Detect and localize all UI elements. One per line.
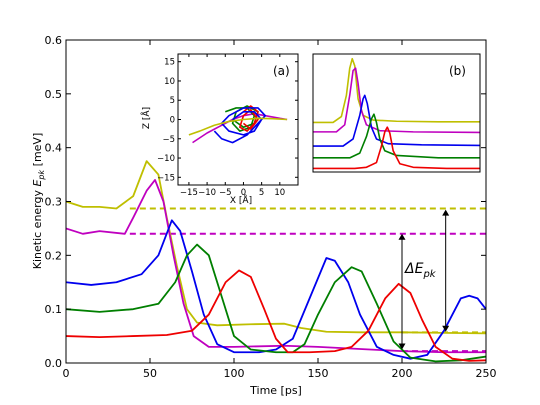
y-tick-label: 0.0 <box>45 357 63 370</box>
trajectory-line <box>239 105 259 132</box>
inset-a-y-tick-label: 10 <box>164 77 175 87</box>
delta-arrow-head <box>442 325 450 332</box>
main-plot-series-layer <box>66 160 486 363</box>
y-tick-label: 0.5 <box>45 88 63 101</box>
y-tick-label: 0.4 <box>45 142 63 155</box>
y-tick-label: 0.1 <box>45 303 63 316</box>
energy-peak-line <box>313 126 480 170</box>
inset-a-x-tick-label: 0 <box>241 188 246 198</box>
series-line <box>66 219 486 360</box>
energy-peak-line <box>313 94 480 147</box>
y-tick-label: 0.2 <box>45 249 63 262</box>
inset-a-y-axis-label: Z [Å] <box>140 107 152 129</box>
series-line <box>66 179 486 354</box>
x-tick-label: 50 <box>143 367 157 380</box>
inset-a-y-tick-label: −15 <box>157 173 175 183</box>
inset-a-x-axis-label: X [Å] <box>230 194 252 206</box>
inset-b-frame <box>312 53 481 173</box>
series-line <box>66 243 486 363</box>
x-tick-label: 250 <box>476 367 497 380</box>
inset-a-y-tick-label: −5 <box>162 135 175 145</box>
inset-b-series-layer <box>313 57 480 170</box>
inset-a-x-tick-label: −5 <box>219 188 232 198</box>
y-axis-label: Kinetic energy Epk [meV] <box>31 133 46 270</box>
inset-b-label: (b) <box>449 64 466 78</box>
energy-peak-line <box>313 57 480 124</box>
inset-a-series-layer <box>188 105 288 144</box>
x-axis-label: Time [ps] <box>249 384 302 397</box>
delta-arrow-head <box>398 233 406 240</box>
delta-arrow-head <box>442 209 450 216</box>
trajectory-line <box>188 117 288 136</box>
inset-a-label: (a) <box>273 64 290 78</box>
inset-a-y-tick-label: 15 <box>164 58 175 68</box>
y-tick-label: 0.6 <box>45 34 63 47</box>
trajectory-line <box>213 107 267 144</box>
inset-b-background <box>313 54 480 172</box>
inset-a-y-tick-label: −10 <box>157 154 175 164</box>
energy-peak-line <box>313 113 480 159</box>
inset-a-x-tick-label: 10 <box>274 188 285 198</box>
delta-e-symbol: ΔE <box>404 261 424 277</box>
x-tick-label: 200 <box>392 367 413 380</box>
x-tick-label: 100 <box>224 367 245 380</box>
x-tick-label: 0 <box>63 367 70 380</box>
series-line <box>66 160 486 335</box>
delta-arrow-head <box>398 343 406 350</box>
inset-a-y-tick-label: 5 <box>170 96 175 106</box>
delta-e-annotation: ΔEpk <box>404 261 437 280</box>
y-tick-label: 0.3 <box>45 196 63 209</box>
x-tick-label: 150 <box>308 367 329 380</box>
y-axis-label-unit: [meV] <box>31 133 44 170</box>
inset-energy-peaks-plot <box>312 53 481 173</box>
y-axis-label-subscript: pk <box>37 169 46 180</box>
y-axis-label-main: Kinetic energy <box>31 187 44 270</box>
delta-e-subscript: pk <box>422 269 436 280</box>
inset-a-x-tick-label: 5 <box>259 188 264 198</box>
inset-a-x-tick-label: −15 <box>180 188 198 198</box>
y-axis-label-symbol: E <box>31 180 44 187</box>
inset-a-y-tick-label: 0 <box>170 116 175 126</box>
series-line <box>66 269 486 362</box>
inset-a-x-tick-label: −10 <box>198 188 216 198</box>
